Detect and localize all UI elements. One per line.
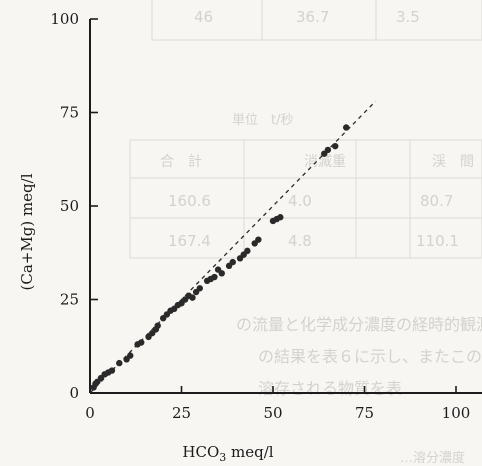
bg-footer-text: …溶分濃度 — [400, 450, 465, 466]
bg-table-header: 消滅重 — [304, 154, 346, 170]
bg-table-cell: 4.0 — [288, 192, 312, 210]
y-axis-ticks: 0 25 50 75 100 — [50, 10, 98, 402]
x-tick-label: 25 — [172, 404, 191, 422]
bg-text-line: の結果を表６に示し、またこの図に示その河 — [258, 347, 482, 366]
bg-table-cell: 160.6 — [168, 192, 211, 210]
y-tick-label: 75 — [60, 104, 79, 122]
y-tick-label: 50 — [60, 197, 79, 215]
data-points — [90, 124, 350, 391]
data-point — [218, 270, 225, 277]
data-point — [116, 359, 123, 367]
bg-unit-caption: 単位 t/秒 — [232, 112, 293, 128]
bg-table-cell: 80.7 — [420, 192, 453, 210]
data-point — [127, 352, 134, 359]
bg-table-cell: 110.1 — [416, 232, 459, 250]
bg-table-header: 渓 間 — [432, 154, 474, 170]
bg-table-cell: 4.8 — [288, 232, 312, 250]
data-point — [196, 285, 203, 292]
x-tick-label: 100 — [442, 404, 471, 422]
bg-text-line: 溶存される物質を表… — [258, 379, 418, 398]
data-point — [244, 247, 251, 255]
data-point — [324, 146, 332, 154]
y-axis-title: (Ca+Mg) meq/l — [18, 173, 36, 290]
x-tick-label: 75 — [355, 404, 374, 422]
y-tick-label: 100 — [50, 10, 79, 28]
bg-table-header: 合 計 — [160, 154, 202, 170]
x-tick-label: 0 — [85, 404, 95, 422]
data-point — [277, 214, 284, 221]
bg-table-cell: 46 — [194, 8, 213, 26]
x-axis-title: HCO3 meq/l — [182, 443, 273, 464]
data-point — [189, 294, 196, 301]
bg-table-cell: 3.5 — [396, 8, 420, 26]
bg-table-cell: 167.4 — [168, 232, 211, 250]
x-tick-label: 50 — [263, 404, 282, 422]
bg-table-cell: 36.7 — [296, 8, 329, 26]
data-point — [211, 273, 218, 281]
data-point — [229, 258, 236, 266]
background-show-through: 46 36.7 3.5 単位 t/秒 渓 間 消滅重 合 計 80.7 4.0 … — [129, 0, 482, 466]
data-point — [332, 142, 339, 150]
bg-text-line: の流量と化学成分濃度の経時的観測によって、 — [236, 315, 482, 334]
data-point — [138, 339, 145, 346]
data-point — [343, 124, 350, 131]
y-tick-label: 0 — [69, 384, 79, 402]
data-point — [108, 367, 116, 374]
data-point — [255, 236, 262, 243]
y-tick-label: 25 — [60, 291, 79, 309]
x-axis-ticks: 0 25 50 75 100 — [85, 386, 470, 422]
data-point — [154, 322, 161, 329]
